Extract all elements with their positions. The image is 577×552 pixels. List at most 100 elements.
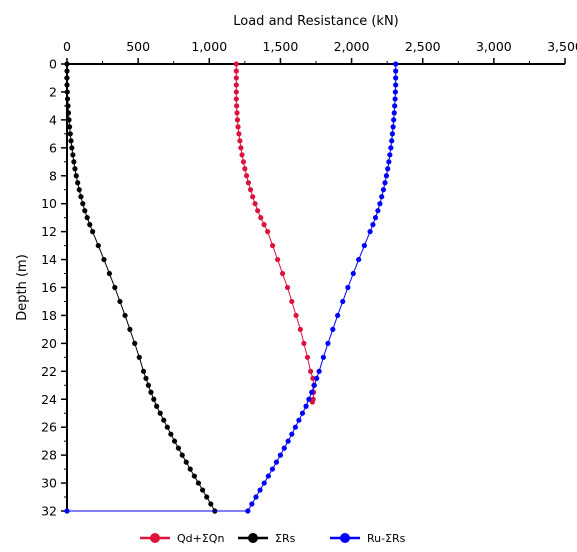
data-point — [292, 424, 298, 430]
data-point — [277, 452, 284, 458]
data-point — [330, 326, 336, 333]
data-point — [95, 242, 101, 249]
data-point — [377, 201, 383, 207]
y-tick-label: 24 — [41, 392, 57, 407]
series-line — [235, 64, 315, 403]
data-point — [233, 61, 239, 67]
y-tick-label: 8 — [49, 168, 57, 183]
x-tick-label: 2,500 — [405, 39, 441, 54]
data-point — [233, 75, 239, 81]
data-point — [233, 89, 239, 95]
data-point — [356, 256, 362, 263]
data-point — [187, 466, 193, 472]
x-tick-label: 500 — [126, 39, 150, 54]
data-point — [325, 340, 331, 346]
data-point — [391, 110, 397, 116]
data-point — [148, 389, 154, 395]
data-point — [293, 312, 299, 319]
data-point — [393, 82, 399, 88]
data-point — [127, 326, 133, 333]
data-point — [157, 410, 163, 416]
data-point — [289, 298, 295, 305]
legend-entry-2: Ru-ΣRs — [330, 532, 406, 545]
data-point — [179, 452, 185, 458]
data-point — [191, 473, 197, 479]
data-point — [393, 61, 399, 67]
legend: Qd+ΣQn ΣRs Ru-ΣRs — [140, 532, 406, 545]
data-point — [383, 173, 390, 179]
data-point — [66, 124, 73, 130]
data-point — [249, 501, 255, 507]
series-line — [66, 64, 216, 512]
data-point — [382, 180, 388, 186]
y-tick-label: 14 — [41, 252, 57, 267]
data-point — [175, 445, 182, 451]
data-point — [261, 480, 267, 486]
data-point — [235, 124, 241, 130]
series-layer — [64, 61, 399, 514]
data-point — [320, 354, 326, 360]
data-point — [303, 403, 309, 409]
y-tick-label: 32 — [41, 504, 57, 519]
data-point — [304, 354, 311, 360]
data-point — [168, 431, 174, 437]
data-point — [65, 110, 72, 116]
x-tick-label: 1,500 — [263, 39, 299, 54]
data-point — [136, 354, 142, 360]
data-point — [252, 201, 258, 207]
y-tick-label: 10 — [41, 196, 57, 211]
data-point — [151, 396, 157, 402]
data-point — [82, 208, 88, 214]
data-point — [90, 229, 96, 235]
data-point — [393, 75, 399, 81]
data-point — [306, 396, 312, 402]
data-point — [314, 375, 320, 381]
data-point — [238, 145, 244, 151]
data-point — [64, 68, 70, 74]
y-tick-label: 28 — [41, 448, 57, 463]
data-point — [299, 410, 306, 416]
data-point — [255, 208, 261, 214]
data-point — [392, 96, 398, 102]
data-point — [297, 326, 303, 333]
x-tick-label: 1,000 — [191, 39, 227, 54]
data-point — [195, 480, 202, 486]
data-point — [68, 138, 74, 144]
data-point — [64, 75, 70, 81]
y-tick-label: 6 — [49, 140, 57, 155]
legend-label: ΣRs — [275, 532, 296, 545]
y-tick-label: 16 — [41, 280, 57, 295]
series-1 — [64, 61, 218, 514]
data-point — [242, 166, 248, 172]
data-point — [154, 403, 160, 409]
legend-entry-1: ΣRs — [238, 532, 296, 545]
data-point — [309, 399, 316, 405]
data-point — [309, 389, 315, 395]
y-tick-label: 20 — [41, 336, 57, 351]
y-axis-title: Depth (m) — [15, 254, 30, 321]
data-point — [239, 152, 245, 158]
data-point — [274, 256, 281, 263]
data-point — [390, 124, 396, 130]
data-point — [375, 208, 381, 214]
legend-swatch-marker — [150, 533, 160, 543]
data-point — [247, 187, 254, 193]
data-point — [386, 159, 392, 165]
data-point — [161, 417, 167, 423]
data-point — [117, 298, 123, 305]
series-2 — [64, 61, 399, 514]
data-point — [289, 431, 295, 437]
data-point — [233, 82, 239, 88]
data-point — [307, 368, 314, 374]
data-point — [388, 145, 394, 151]
series-0 — [233, 61, 317, 405]
data-point — [245, 180, 252, 186]
data-point — [258, 215, 264, 221]
data-point — [234, 117, 241, 123]
data-point — [281, 445, 287, 451]
data-point — [145, 382, 151, 388]
data-point — [273, 459, 280, 465]
data-point — [393, 68, 399, 74]
data-point — [78, 194, 84, 200]
